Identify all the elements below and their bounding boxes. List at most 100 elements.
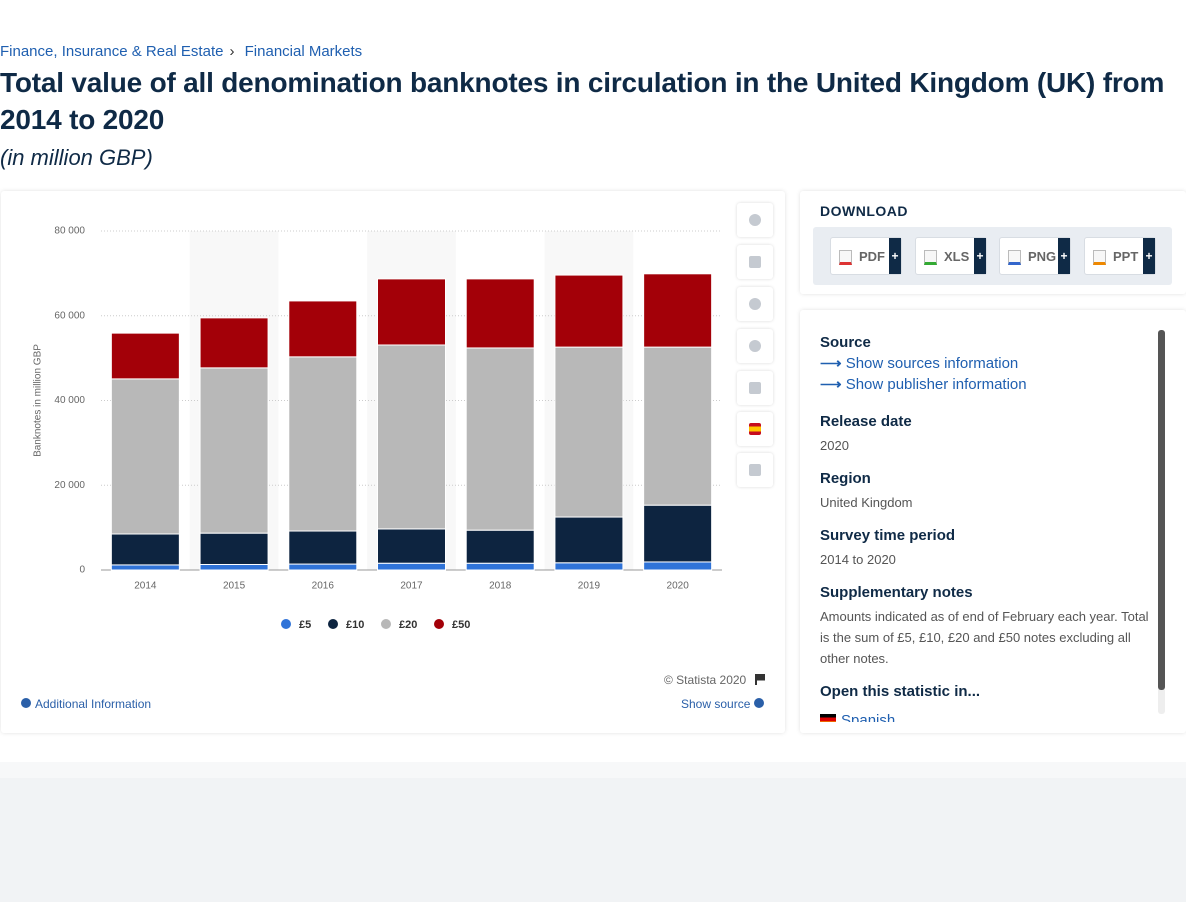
legend-swatch <box>381 619 391 629</box>
legend-label: £5 <box>299 619 311 631</box>
source-card <box>800 310 1186 733</box>
open-heading: Open this statistic in... <box>820 683 981 700</box>
icon <box>749 298 761 310</box>
field-label: Supplementary notes <box>820 584 973 601</box>
legend-swatch <box>434 619 444 629</box>
bar-segment <box>288 530 358 565</box>
x-tick-label: 2014 <box>134 581 157 592</box>
field-value: United Kingdom <box>820 495 913 510</box>
bar-segment <box>199 367 269 534</box>
y-tick-label: 0 <box>79 565 85 576</box>
show-source-text: Show source <box>681 697 751 711</box>
legend-label: £50 <box>452 619 470 631</box>
x-tick-label: 2016 <box>312 581 335 592</box>
copyright: © Statista 2020 <box>664 673 747 687</box>
legend-item: £20 <box>381 619 417 631</box>
settings-button[interactable] <box>737 287 773 321</box>
x-tick-label: 2019 <box>578 581 601 592</box>
link-text: Show publisher information <box>845 376 1027 393</box>
bar-segment <box>465 278 535 349</box>
bar-segment <box>288 563 358 571</box>
show-source-link[interactable]: Show source <box>681 697 765 711</box>
bar-segment <box>288 356 358 532</box>
icon <box>749 214 761 226</box>
legend-item: £5 <box>281 619 311 631</box>
link-text: Show sources information <box>845 355 1019 372</box>
breadcrumb: Finance, Insurance & Real Estate › Financ… <box>0 43 368 60</box>
bar-segment <box>465 529 535 564</box>
bar-segment <box>377 528 446 564</box>
footer-band <box>0 762 1186 902</box>
bar-segment <box>554 346 624 518</box>
file-icon <box>1093 250 1106 265</box>
publisher-link[interactable]: ⟶ Show publisher information <box>820 376 1027 393</box>
bar-segment <box>643 273 713 348</box>
bar-segment <box>110 564 180 571</box>
field-value: 2020 <box>820 438 849 453</box>
plus-tab: + <box>1143 238 1155 274</box>
bar-segment <box>377 278 446 346</box>
bar-segment <box>377 562 446 571</box>
field-label: Release date <box>820 413 912 430</box>
x-tick-label: 2018 <box>489 581 512 592</box>
y-tick-label: 80 000 <box>54 226 85 237</box>
flag-de <box>820 714 836 722</box>
scroll-thumb <box>1158 330 1165 690</box>
fields: Release date 2020 Region United Kingdom Surv… <box>820 413 1150 669</box>
print-button[interactable] <box>737 453 773 487</box>
footer-strip <box>0 762 1186 778</box>
bar-segment <box>377 344 446 530</box>
download-button[interactable]: PPT + <box>1084 237 1156 275</box>
legend-label: £10 <box>346 619 364 631</box>
info-icon <box>21 698 31 708</box>
favorite-button[interactable] <box>737 203 773 237</box>
legend-swatch <box>328 619 338 629</box>
bar-segment <box>110 378 180 535</box>
download-button[interactable]: XLS + <box>915 237 987 275</box>
y-tick-label: 20 000 <box>54 480 85 491</box>
additional-info-link[interactable]: Additional Information <box>21 697 151 711</box>
legend-item: £10 <box>328 619 364 631</box>
additional-info-text: Additional Information <box>35 697 152 711</box>
icon <box>749 464 761 476</box>
file-icon <box>839 250 852 265</box>
language-name: Spanish <box>841 712 896 722</box>
file-icon <box>924 250 937 265</box>
x-tick-label: 2015 <box>223 581 246 592</box>
scroll-track <box>1158 330 1165 714</box>
language-button[interactable] <box>737 412 773 446</box>
bar-segment <box>554 562 624 571</box>
alert-button[interactable] <box>737 245 773 279</box>
bar-segment <box>465 347 535 531</box>
breadcrumb-link[interactable]: Finance, Insurance & Real Estate <box>0 43 224 60</box>
field-label: Region <box>820 470 871 487</box>
download-button[interactable]: PDF + <box>830 237 902 275</box>
icon <box>749 340 761 352</box>
bar-segment <box>288 300 358 358</box>
bar-segment <box>643 346 713 506</box>
y-tick-label: 40 000 <box>54 395 85 406</box>
x-tick-label: 2020 <box>667 581 690 592</box>
cite-button[interactable] <box>737 371 773 405</box>
source-heading: Source <box>820 334 871 351</box>
icon <box>749 382 761 394</box>
bar-segment <box>110 533 180 566</box>
bar-segment <box>199 317 269 369</box>
bar-segment <box>465 562 535 571</box>
share-button[interactable] <box>737 329 773 363</box>
bar-segment <box>643 504 713 563</box>
download-heading: DOWNLOAD <box>820 203 908 219</box>
field-value: 2014 to 2020 <box>820 552 896 567</box>
bar-segment <box>199 563 269 571</box>
plus-tab: + <box>889 238 901 274</box>
subtitle: (in million GBP) <box>0 145 153 170</box>
language-link[interactable]: Spanish <box>820 712 1150 722</box>
source-link[interactable]: ⟶ Show sources information <box>820 355 1019 372</box>
bar-segment <box>110 332 180 380</box>
breadcrumb-link[interactable]: Financial Markets <box>244 43 363 60</box>
bar-segment <box>554 274 624 348</box>
download-button[interactable]: PNG + <box>999 237 1071 275</box>
y-axis-label: Banknotes in million GBP <box>33 344 44 457</box>
format-label: PDF <box>859 249 885 264</box>
format-label: PNG <box>1028 249 1057 264</box>
